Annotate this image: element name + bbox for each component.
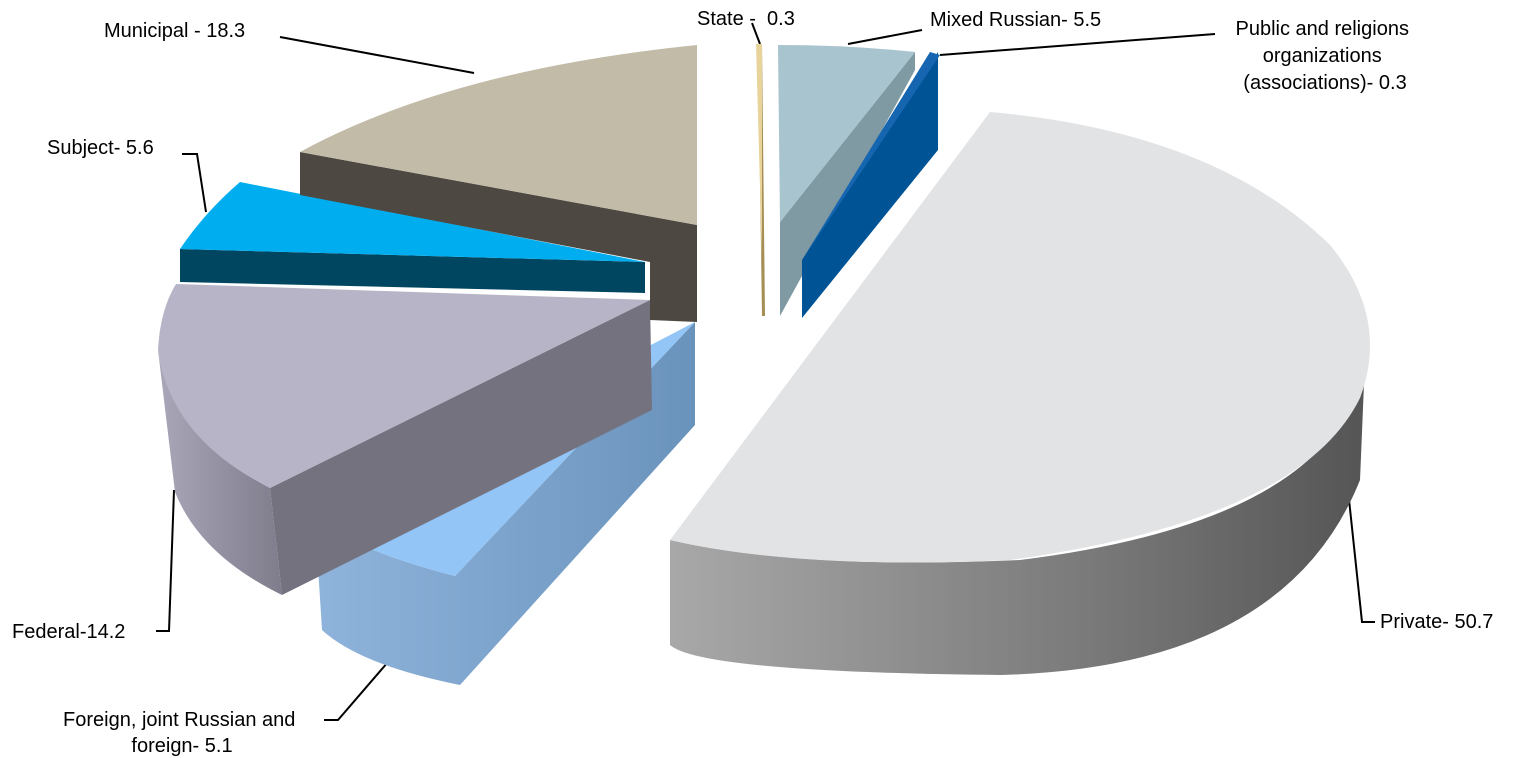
label-foreign-line-2: foreign- 5.1 (131, 735, 232, 757)
label-foreign-line-1: Foreign, joint Russian and (63, 709, 295, 731)
slice-foreign-side (315, 322, 695, 685)
slice-public-religions-top (802, 52, 940, 260)
data-labels: Municipal - 18.3 State - 0.3 Mixed Russi… (12, 8, 1493, 757)
label-public-religions: Public and religions organizations (asso… (1236, 18, 1415, 94)
slice-public-religions-side (802, 52, 938, 318)
leader-federal (156, 489, 175, 632)
leader-foreign (324, 661, 389, 721)
slice-state (756, 44, 765, 316)
slice-private (670, 112, 1370, 675)
label-municipal: Municipal - 18.3 (104, 20, 245, 42)
label-state: State - 0.3 (697, 8, 795, 30)
slice-private-top (670, 112, 1370, 563)
leader-subject (182, 153, 207, 213)
slice-public-religions (802, 52, 940, 318)
label-public-religions-line-3: (associations)- 0.3 (1243, 72, 1406, 94)
label-private: Private- 50.7 (1380, 611, 1493, 633)
slice-federal-inner (270, 300, 652, 595)
slice-municipal-top (300, 45, 697, 225)
leader-lines (156, 22, 1375, 721)
label-federal: Federal-14.2 (12, 621, 125, 643)
label-public-religions-line-2: organizations (1263, 45, 1382, 67)
label-public-religions-line-1: Public and religions (1236, 18, 1409, 40)
label-foreign: Foreign, joint Russian and foreign- 5.1 (63, 709, 301, 757)
leader-state (751, 22, 761, 45)
slice-private-side (670, 360, 1365, 675)
leader-public-religions (939, 33, 1216, 56)
leader-municipal (279, 36, 475, 74)
leader-private (1347, 489, 1375, 623)
slice-subject (180, 182, 645, 293)
leader-mixed-russian (847, 29, 923, 45)
slice-federal-side (158, 350, 282, 595)
slice-subject-top (180, 182, 645, 262)
label-mixed-russian: Mixed Russian- 5.5 (930, 9, 1101, 31)
slice-state-top (756, 44, 762, 260)
slice-subject-side (180, 249, 645, 293)
slice-municipal-side (300, 152, 697, 322)
slice-mixed-russian-top (778, 45, 915, 222)
label-subject: Subject- 5.6 (47, 137, 154, 159)
slice-federal (158, 284, 652, 595)
slice-municipal (300, 45, 697, 322)
slice-federal-top (158, 284, 650, 488)
